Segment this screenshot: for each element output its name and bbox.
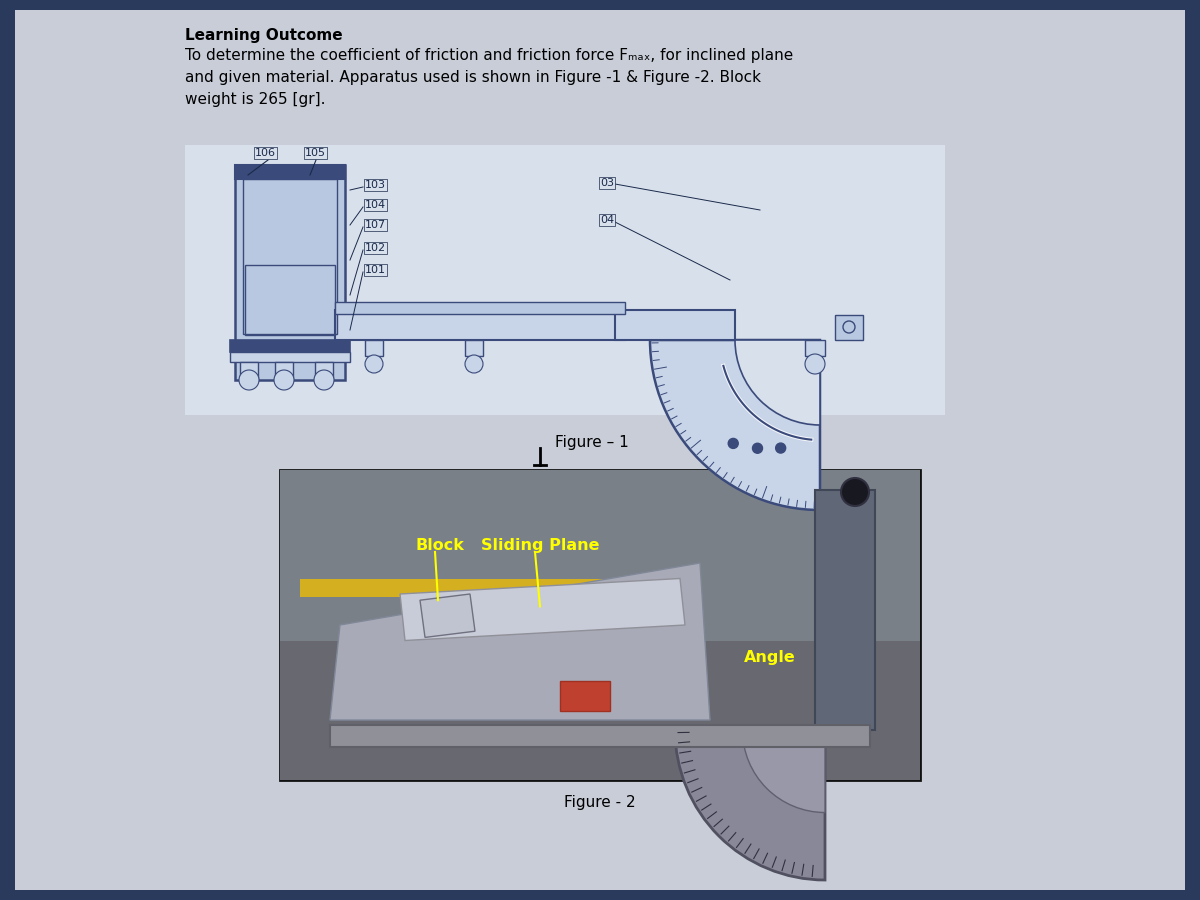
Bar — [365, 340, 383, 356]
Text: 04: 04 — [600, 215, 614, 225]
Bar — [314, 362, 334, 380]
Bar — [280, 470, 920, 780]
Text: 106: 106 — [256, 148, 276, 158]
Text: Sliding Plane: Sliding Plane — [481, 538, 599, 553]
Text: 101: 101 — [365, 265, 386, 275]
Circle shape — [314, 370, 334, 390]
Bar — [330, 725, 870, 747]
Polygon shape — [420, 594, 475, 637]
Text: 107: 107 — [365, 220, 386, 230]
Text: Block: Block — [415, 538, 464, 553]
Text: 03: 03 — [600, 178, 614, 188]
Bar — [235, 165, 346, 380]
Bar — [805, 340, 826, 356]
Circle shape — [805, 354, 826, 374]
Text: 103: 103 — [365, 180, 386, 190]
Bar — [300, 579, 652, 597]
Bar — [560, 680, 610, 711]
Circle shape — [365, 355, 383, 373]
Bar — [242, 179, 337, 334]
Bar — [230, 340, 350, 352]
Circle shape — [752, 444, 762, 454]
Circle shape — [841, 478, 869, 506]
Bar — [245, 265, 335, 335]
Text: 105: 105 — [305, 148, 326, 158]
Bar — [235, 165, 346, 179]
Text: Figure – 1: Figure – 1 — [554, 435, 629, 450]
Polygon shape — [400, 579, 685, 641]
Circle shape — [728, 438, 738, 448]
Bar — [335, 310, 625, 340]
Circle shape — [775, 443, 786, 453]
Text: Angle: Angle — [744, 650, 796, 665]
Bar — [230, 352, 350, 362]
Wedge shape — [743, 730, 826, 813]
Bar — [335, 302, 625, 314]
Text: 102: 102 — [365, 243, 386, 253]
Wedge shape — [650, 340, 820, 510]
Bar — [185, 145, 946, 415]
Bar — [815, 490, 875, 730]
Wedge shape — [674, 730, 826, 880]
Bar — [280, 470, 920, 641]
Text: To determine the coefficient of friction and friction force Fₘₐₓ, for inclined p: To determine the coefficient of friction… — [185, 48, 793, 107]
Bar — [280, 641, 920, 780]
Bar — [835, 315, 863, 340]
Circle shape — [239, 370, 259, 390]
Wedge shape — [734, 340, 820, 425]
Bar — [275, 362, 293, 380]
Polygon shape — [330, 563, 710, 720]
Bar — [466, 340, 482, 356]
Circle shape — [466, 355, 482, 373]
Text: Figure - 2: Figure - 2 — [564, 795, 636, 810]
Text: 104: 104 — [365, 200, 386, 210]
Bar — [616, 310, 734, 340]
Bar — [240, 362, 258, 380]
Circle shape — [274, 370, 294, 390]
Text: Learning Outcome: Learning Outcome — [185, 28, 343, 43]
